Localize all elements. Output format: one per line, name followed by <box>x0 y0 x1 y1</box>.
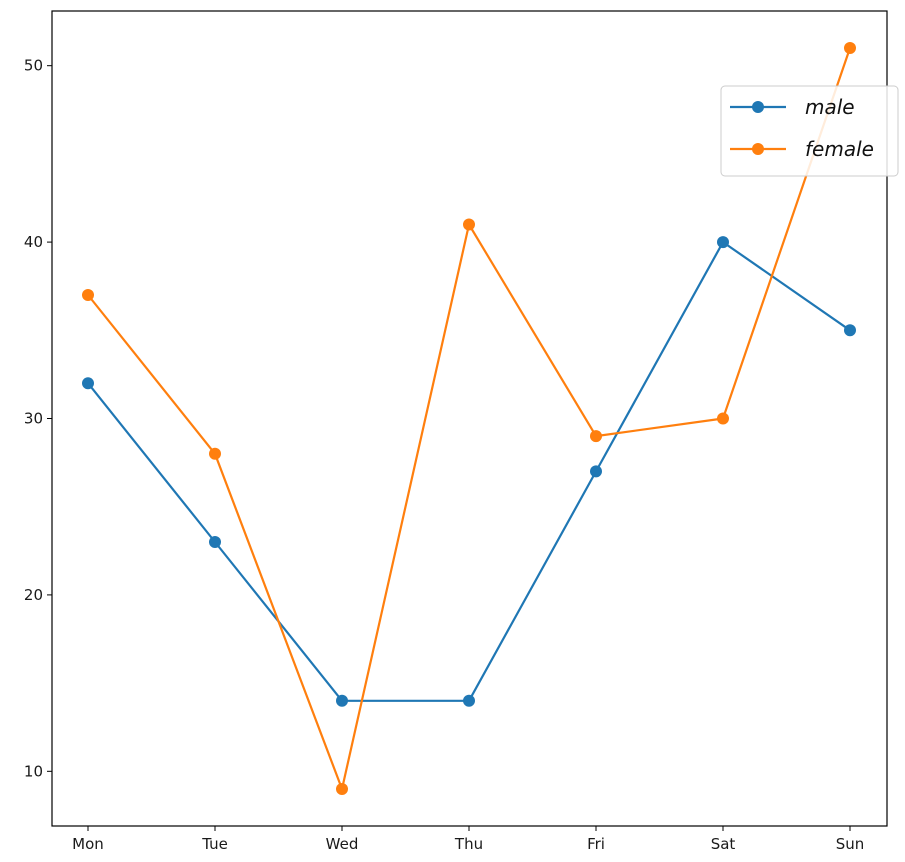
legend-marker-female <box>752 143 764 155</box>
series-male <box>82 236 856 707</box>
legend-label-female: female <box>805 137 874 161</box>
x-tick-label-wed: Wed <box>326 835 359 853</box>
x-tick-label-sat: Sat <box>711 835 736 853</box>
data-point-female-thu <box>463 218 475 231</box>
data-point-male-tue <box>209 535 221 548</box>
legend-marker-male <box>752 101 764 113</box>
data-point-male-fri <box>590 465 602 478</box>
x-tick-label-sun: Sun <box>836 835 865 853</box>
series-layer <box>82 42 856 795</box>
data-point-female-sun <box>844 42 856 55</box>
x-tick-label-mon: Mon <box>72 835 104 853</box>
data-point-male-sat <box>717 236 729 249</box>
axes-layer: 10 20 30 40 50 Mon Tue Wed Thu Fri Sat Sun <box>24 10 888 853</box>
y-tick-label: 50 <box>24 57 43 75</box>
y-tick-label: 40 <box>24 233 43 251</box>
y-tick-label: 20 <box>24 586 43 604</box>
y-tick-label: 10 <box>24 762 43 780</box>
data-point-female-tue <box>209 447 221 460</box>
y-tick-label: 30 <box>24 410 43 428</box>
data-point-female-fri <box>590 430 602 443</box>
data-point-female-mon <box>82 289 94 302</box>
data-point-female-sat <box>717 412 729 425</box>
x-tick-label-fri: Fri <box>587 835 605 853</box>
x-tick-label-thu: Thu <box>454 835 483 853</box>
data-point-male-mon <box>82 377 94 390</box>
data-point-male-wed <box>336 694 348 707</box>
series-line-male <box>87 241 851 702</box>
legend: male female <box>720 85 899 177</box>
series-female <box>82 42 856 795</box>
legend-label-male: male <box>805 95 855 119</box>
data-point-male-thu <box>463 694 475 707</box>
legend-box <box>720 85 899 177</box>
data-point-male-sun <box>844 324 856 337</box>
x-tick-label-tue: Tue <box>201 835 228 853</box>
data-point-female-wed <box>336 782 348 795</box>
